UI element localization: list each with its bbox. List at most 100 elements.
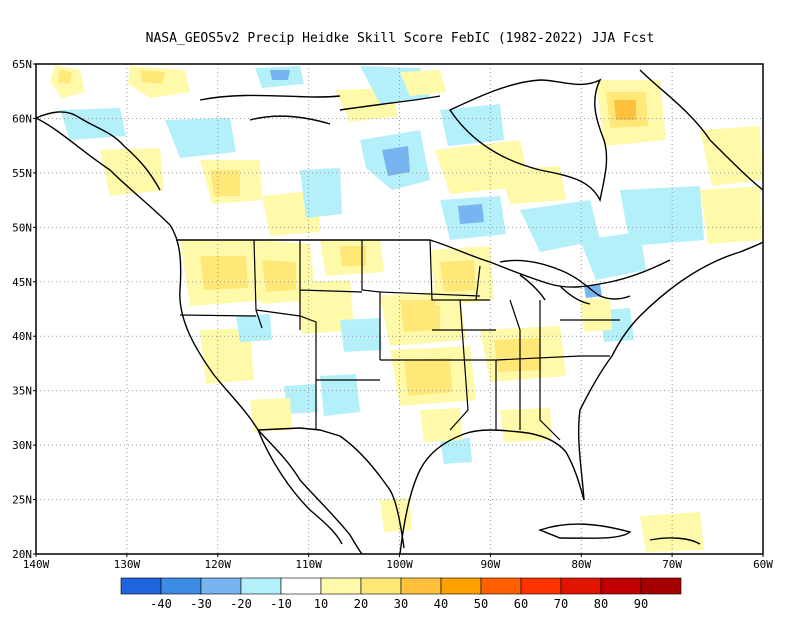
colorbar-label: 50 — [474, 597, 488, 611]
shade-patch — [458, 204, 484, 224]
colorbar-label: -30 — [190, 597, 212, 611]
lat-tick-label: 50N — [12, 221, 32, 234]
shade-patch — [500, 166, 566, 204]
coastline-hudson-bay — [448, 78, 608, 203]
shade-patch — [440, 260, 476, 292]
coastline-gulf — [399, 429, 585, 555]
shade-patch — [320, 374, 360, 416]
lon-tick-label: 70W — [662, 558, 682, 571]
colorbar-label: -20 — [230, 597, 252, 611]
shade-patch — [200, 256, 248, 290]
shade-patch — [250, 398, 292, 432]
colorbar-swatch — [480, 577, 522, 595]
shade-patch — [404, 358, 452, 396]
colorbar-swatch — [120, 577, 162, 595]
shade-patch — [614, 100, 636, 120]
coastline-arctic — [199, 94, 441, 125]
shade-patch — [580, 232, 646, 280]
lat-tick-label: 65N — [12, 58, 32, 71]
shade-patch — [210, 170, 240, 196]
lat-tick-label: 25N — [12, 494, 32, 507]
shade-patch — [340, 246, 366, 266]
shade-patch — [380, 498, 412, 532]
shade-patch — [580, 298, 612, 332]
shade-patch — [340, 318, 382, 352]
coastline-cuba — [537, 523, 632, 539]
shade-patch — [420, 408, 462, 442]
shade-patch — [270, 70, 290, 80]
lon-tick-label: 110W — [295, 558, 322, 571]
longitude-labels: 140W 130W 120W 110W 100W 90W 80W 70W 60W — [23, 554, 773, 571]
shade-patch — [700, 126, 762, 186]
coastline-vancouver-alaska — [35, 111, 161, 191]
colorbar-swatch — [520, 577, 562, 595]
colorbar-label: 80 — [594, 597, 608, 611]
lat-tick-label: 60N — [12, 112, 32, 125]
colorbar-swatch — [360, 577, 402, 595]
colorbar-swatch — [600, 577, 642, 595]
map-title: NASA_GEOS5v2 Precip Heidke Skill Score F… — [146, 31, 655, 46]
border-us-mexico — [257, 427, 405, 549]
colorbar-swatch — [320, 577, 362, 595]
shade-patch — [520, 200, 600, 252]
shade-patch — [400, 70, 446, 96]
lat-tick-label: 40N — [12, 330, 32, 343]
lon-tick-label: 60W — [753, 558, 773, 571]
latitude-labels: 65N 60N 55N 50N 45N 40N 35N 30N 25N 20N — [12, 58, 36, 561]
colorbar-label: 40 — [434, 597, 448, 611]
shade-patch — [140, 70, 165, 84]
colorbar: -40 -30 -20 -10 10 20 30 40 50 60 70 80 90 — [120, 577, 682, 611]
lat-tick-label: 55N — [12, 167, 32, 180]
lon-tick-label: 80W — [571, 558, 591, 571]
shade-patch — [494, 338, 542, 372]
colorbar-swatch — [560, 577, 602, 595]
colorbar-swatch — [440, 577, 482, 595]
state-lines — [179, 239, 620, 441]
shade-patch — [300, 168, 342, 218]
shade-patch — [440, 438, 472, 464]
colorbar-swatch — [160, 577, 202, 595]
lon-tick-label: 140W — [23, 558, 50, 571]
colorbar-label: -40 — [150, 597, 172, 611]
coastline-labrador — [639, 69, 764, 191]
colorbar-swatch — [400, 577, 442, 595]
colorbar-swatch — [640, 577, 682, 595]
map-plot-area — [35, 63, 764, 555]
colorbar-label: 90 — [634, 597, 648, 611]
lat-tick-label: 45N — [12, 276, 32, 289]
great-lakes — [499, 259, 631, 305]
shade-patch — [284, 384, 318, 414]
colorbar-label: 10 — [314, 597, 328, 611]
lon-tick-label: 130W — [114, 558, 141, 571]
shade-patch — [440, 104, 504, 146]
lon-tick-label: 100W — [386, 558, 413, 571]
map-outlines — [35, 69, 764, 555]
coastline-atlantic — [577, 241, 764, 501]
colorbar-swatch — [240, 577, 282, 595]
shade-patch — [500, 408, 552, 442]
coastline-pacific — [35, 117, 363, 555]
shade-patch — [700, 186, 762, 244]
lon-tick-label: 120W — [205, 558, 232, 571]
colorbar-swatch — [280, 577, 322, 595]
coastline-hispaniola — [649, 537, 701, 545]
shade-patch — [100, 148, 164, 196]
lon-tick-label: 90W — [480, 558, 500, 571]
colorbar-swatch — [200, 577, 242, 595]
colorbar-label: 20 — [354, 597, 368, 611]
shade-patch — [620, 186, 704, 246]
shade-patch — [58, 70, 72, 84]
colorbar-label: 70 — [554, 597, 568, 611]
colorbar-label: -10 — [270, 597, 292, 611]
shade-patch — [200, 328, 254, 384]
colorbar-label: 60 — [514, 597, 528, 611]
border-us-canada — [176, 239, 671, 288]
lat-tick-label: 30N — [12, 439, 32, 452]
shade-patch — [262, 260, 296, 292]
colorbar-label: 30 — [394, 597, 408, 611]
shade-patch — [382, 146, 410, 176]
coastline-baja — [257, 429, 343, 545]
lat-tick-label: 20N — [12, 548, 32, 561]
shade-patch — [236, 314, 272, 342]
